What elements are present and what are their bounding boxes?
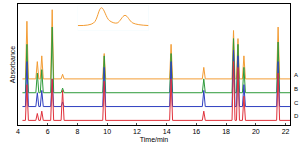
svg-text:6: 6 [46, 128, 50, 135]
svg-text:Absorbance: Absorbance [9, 46, 16, 83]
svg-text:B: B [294, 86, 298, 92]
svg-text:14: 14 [163, 128, 171, 135]
svg-text:C: C [294, 100, 299, 106]
svg-text:22: 22 [282, 128, 290, 135]
svg-text:18: 18 [222, 128, 230, 135]
svg-text:8: 8 [75, 128, 79, 135]
svg-text:12: 12 [133, 128, 141, 135]
svg-text:D: D [294, 113, 299, 119]
svg-text:4: 4 [16, 128, 20, 135]
svg-text:10: 10 [103, 128, 111, 135]
svg-text:Time/min: Time/min [140, 136, 169, 143]
svg-text:20: 20 [252, 128, 260, 135]
svg-text:16: 16 [192, 128, 200, 135]
svg-text:A: A [294, 72, 298, 78]
